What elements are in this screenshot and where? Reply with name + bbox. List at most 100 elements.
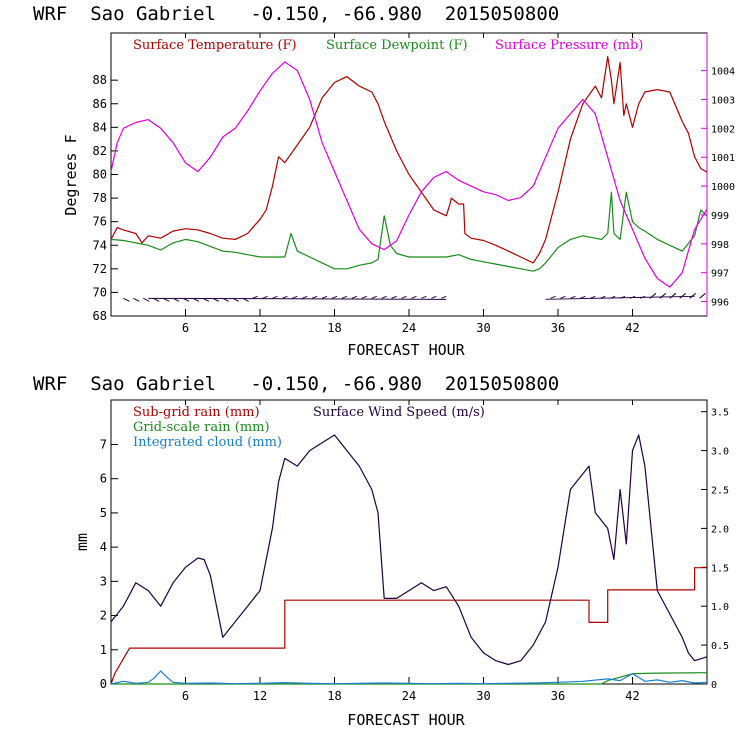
top-y2-tick-label: 997	[711, 269, 729, 280]
legend-surface-pressure: Surface Pressure (mb)	[495, 38, 643, 53]
bottom-y2-tick-label: 2.5	[711, 485, 729, 496]
top-x-tick-label: 30	[476, 321, 490, 335]
bottom-y2-ticks: 0 0.5 1.0 1.5 2.0 2.5 3.0 3.5	[701, 408, 729, 691]
wind-barb	[162, 297, 170, 302]
legend-surface-dewpoint: Surface Dewpoint (F)	[326, 38, 468, 53]
bottom-x-ticks: 6 12 18 24 30 36 42	[182, 400, 640, 703]
top-y-tick-label: 88	[93, 73, 107, 87]
bottom-series-grid-scale-rain-mm	[111, 672, 708, 685]
top-wind-barbs	[123, 292, 706, 302]
bottom-series-group	[110, 434, 708, 685]
bottom-x-tick-label: 42	[625, 689, 639, 703]
bottom-y2-tick-label: 1.5	[711, 563, 729, 574]
bottom-y-ticks: 0 1 2 3 4 5 6 7	[100, 437, 118, 691]
wind-barb	[679, 292, 687, 299]
wind-barb	[699, 292, 706, 299]
bottom-y2-tick-label: 1.0	[711, 602, 729, 613]
top-y2-tick-label: 1001	[711, 153, 735, 164]
bottom-y-tick-label: 2	[100, 609, 107, 623]
top-y2-tick-label: 1003	[711, 95, 735, 106]
top-series-surface-pressure-mb	[110, 61, 708, 288]
wind-barb	[123, 297, 130, 302]
bottom-y-tick-label: 7	[100, 437, 107, 451]
top-y-axis-label: Degrees F	[62, 134, 80, 215]
wind-barb	[282, 295, 288, 299]
wind-barb	[202, 297, 210, 302]
bottom-series-surface-wind-speed-m-s	[110, 434, 708, 666]
wind-barb	[560, 295, 566, 299]
wind-barb	[669, 292, 677, 299]
wind-barb	[272, 295, 278, 299]
wind-barb	[550, 295, 556, 299]
wind-barb	[152, 297, 160, 302]
top-y-tick-label: 82	[93, 144, 107, 158]
bottom-series-integrated-cloud-mm	[110, 670, 708, 685]
legend-grid-scale-rain: Grid-scale rain (mm)	[133, 420, 270, 435]
wind-barb	[619, 295, 626, 299]
bottom-y-axis-label: mm	[73, 533, 91, 551]
wind-barb	[421, 295, 427, 299]
bottom-y2-tick-label: 0.5	[711, 641, 729, 652]
legend-subgrid-rain: Sub-grid rain (mm)	[133, 405, 260, 420]
bottom-y2-tick-label: 3.0	[711, 447, 729, 458]
legend-integrated-cloud: Integrated cloud (mm)	[133, 435, 282, 450]
wind-barb	[441, 295, 447, 299]
top-x-tick-label: 6	[182, 321, 189, 335]
wind-barb	[262, 295, 268, 299]
top-y-tick-label: 76	[93, 215, 107, 229]
bottom-x-tick-label: 18	[327, 689, 341, 703]
top-y-tick-label: 74	[93, 238, 107, 252]
top-x-ticks: 6 12 18 24 30 36 42	[182, 33, 640, 335]
top-y2-tick-label: 1002	[711, 124, 735, 135]
wind-barb	[609, 295, 616, 299]
bottom-x-tick-label: 36	[551, 689, 565, 703]
wind-barb	[381, 295, 387, 299]
wind-barb	[133, 297, 140, 302]
top-x-axis-label: FORECAST HOUR	[347, 341, 465, 359]
bottom-y-tick-label: 1	[100, 643, 107, 657]
wind-barb	[351, 295, 358, 299]
bottom-y2-tick-label: 3.5	[711, 408, 729, 419]
bottom-x-tick-label: 6	[182, 689, 189, 703]
wind-barb	[361, 295, 368, 299]
top-y-tick-label: 72	[93, 262, 107, 276]
wind-barb	[590, 295, 596, 299]
wind-barb	[182, 297, 190, 302]
top-y-ticks: 68 70 72 74 76 78 80 82 84 86 88	[93, 73, 118, 323]
wind-barb	[659, 292, 667, 299]
wind-barb	[411, 295, 417, 299]
bottom-y-tick-label: 0	[100, 677, 107, 691]
bottom-x-axis-label: FORECAST HOUR	[347, 711, 465, 729]
wind-barb	[371, 295, 377, 299]
wind-barb	[242, 297, 249, 302]
legend-surface-wind-speed: Surface Wind Speed (m/s)	[313, 405, 485, 420]
wind-barb	[321, 295, 328, 299]
bottom-y-tick-label: 4	[100, 540, 107, 554]
bottom-x-tick-label: 12	[253, 689, 267, 703]
wind-barb	[431, 295, 437, 299]
legend-surface-temperature: Surface Temperature (F)	[133, 38, 297, 53]
bottom-chart-title: WRF Sao Gabriel -0.150, -66.980 20150508…	[33, 373, 559, 395]
top-y2-tick-label: 999	[711, 211, 729, 222]
wind-barb	[143, 297, 150, 302]
wind-barb	[341, 295, 348, 299]
bottom-y-tick-label: 3	[100, 574, 107, 588]
top-y-tick-label: 68	[93, 309, 107, 323]
wind-barb	[649, 292, 657, 299]
wind-barb	[600, 295, 606, 299]
wind-barb	[292, 295, 298, 299]
top-series-surface-dewpoint-f	[110, 191, 708, 272]
wind-barb	[689, 292, 696, 299]
top-x-tick-label: 18	[327, 321, 341, 335]
wind-barb	[192, 297, 200, 302]
top-y-tick-label: 78	[93, 191, 107, 205]
bottom-series-sub-grid-rain-mm	[110, 567, 707, 685]
top-x-tick-label: 24	[402, 321, 416, 335]
wind-barb	[331, 295, 338, 299]
top-x-tick-label: 36	[551, 321, 565, 335]
wind-barb	[639, 295, 646, 299]
top-y-tick-label: 84	[93, 120, 107, 134]
wind-barb	[232, 297, 239, 302]
bottom-y-tick-label: 6	[100, 472, 107, 486]
